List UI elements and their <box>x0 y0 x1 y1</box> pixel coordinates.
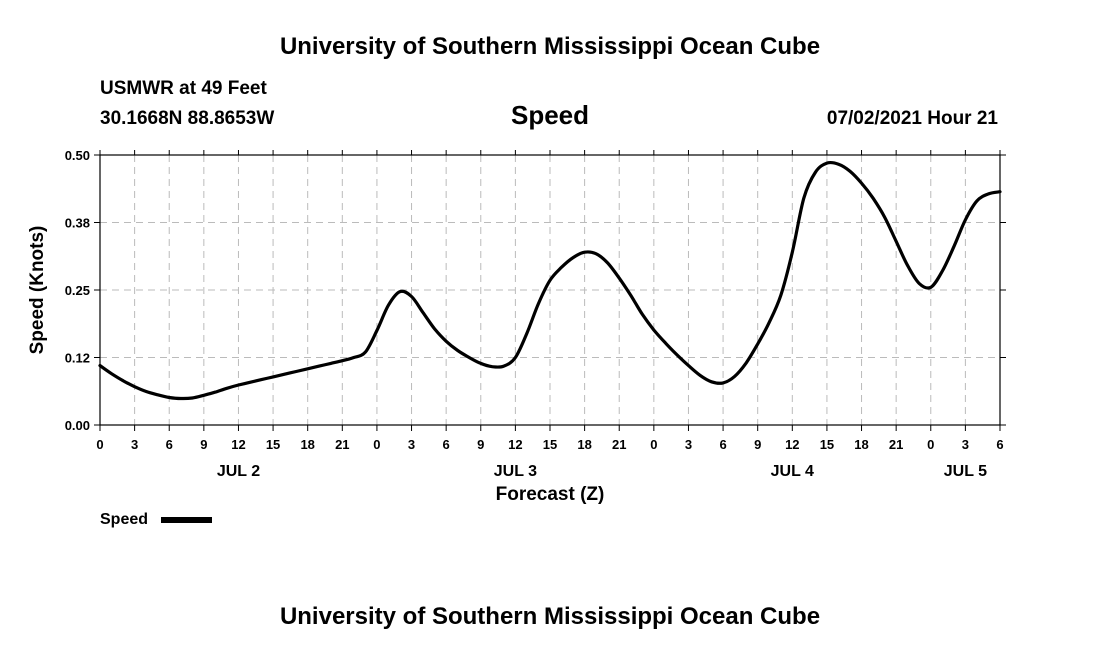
y-tick-label: 0.00 <box>65 418 90 433</box>
x-tick-label: 3 <box>685 437 692 452</box>
day-label: JUL 4 <box>771 463 814 480</box>
x-tick-label: 6 <box>719 437 726 452</box>
y-tick-label: 0.12 <box>65 351 90 366</box>
x-tick-label: 0 <box>373 437 380 452</box>
series-lines <box>98 160 1002 401</box>
y-tick-label: 0.25 <box>65 283 90 298</box>
y-axis-label: Speed (Knots) <box>27 226 48 355</box>
x-tick-label: 3 <box>962 437 969 452</box>
y-axis-ticks: 0.00 0.12 0.25 0.38 0.50 <box>65 148 1006 433</box>
x-tick-label: 15 <box>266 437 280 452</box>
y-tick-label: 0.38 <box>65 216 90 231</box>
coordinates-label: 30.1668N 88.8653W <box>100 108 274 129</box>
x-tick-label: 18 <box>300 437 314 452</box>
x-tick-label: 21 <box>335 437 349 452</box>
x-tick-label: 18 <box>577 437 591 452</box>
chart-title: Speed <box>511 100 589 130</box>
footer-title: University of Southern Mississippi Ocean… <box>280 603 820 630</box>
legend: Speed <box>100 511 212 528</box>
day-label: JUL 3 <box>494 463 537 480</box>
x-axis-label: Forecast (Z) <box>496 484 605 505</box>
x-tick-label: 6 <box>166 437 173 452</box>
station-label: USMWR at 49 Feet <box>100 78 267 99</box>
page-title: University of Southern Mississippi Ocean… <box>280 33 820 60</box>
x-axis-day-labels: JUL 2 JUL 3 JUL 4 JUL 5 <box>217 463 987 480</box>
series-line-speed <box>98 160 1002 401</box>
x-tick-label: 3 <box>408 437 415 452</box>
x-tick-label: 12 <box>785 437 799 452</box>
x-tick-label: 0 <box>650 437 657 452</box>
x-tick-label: 3 <box>131 437 138 452</box>
timestamp-label: 07/02/2021 Hour 21 <box>827 108 999 129</box>
x-tick-label: 9 <box>477 437 484 452</box>
y-tick-label: 0.50 <box>65 148 90 163</box>
x-tick-label: 6 <box>443 437 450 452</box>
x-tick-label: 21 <box>889 437 903 452</box>
day-label: JUL 5 <box>944 463 987 480</box>
x-tick-label: 0 <box>927 437 934 452</box>
x-axis-ticks: 0 3 6 9 12 15 18 21 0 3 6 9 12 15 18 21 0 3 6 9 12 15 18 21 0 3 6 <box>96 150 1004 452</box>
x-tick-label: 0 <box>96 437 103 452</box>
x-tick-label: 18 <box>854 437 868 452</box>
legend-label: Speed <box>100 511 148 528</box>
x-tick-label: 12 <box>508 437 522 452</box>
grid-lines <box>100 155 1000 425</box>
x-tick-label: 6 <box>996 437 1003 452</box>
x-tick-label: 9 <box>200 437 207 452</box>
x-tick-label: 9 <box>754 437 761 452</box>
day-label: JUL 2 <box>217 463 260 480</box>
x-tick-label: 21 <box>612 437 626 452</box>
x-tick-label: 15 <box>543 437 557 452</box>
x-tick-label: 12 <box>231 437 245 452</box>
x-tick-label: 15 <box>820 437 834 452</box>
